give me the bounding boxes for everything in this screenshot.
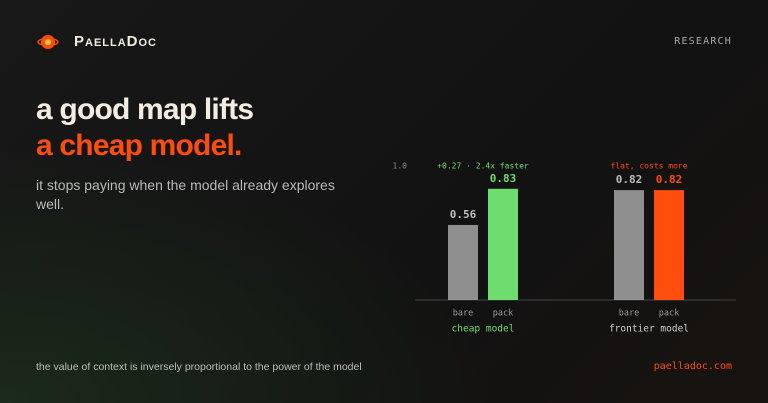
category-label: cheap model (452, 324, 515, 335)
brand-name: PaellaDoc (74, 33, 158, 50)
value-label: 0.56 (450, 208, 477, 221)
headline: a good map lifts (36, 93, 254, 126)
y-tick-label: 1.0 (393, 162, 408, 171)
category-label: frontier model (609, 324, 689, 335)
nav-section[interactable]: RESEARCH (674, 36, 732, 47)
series-label: pack (659, 309, 679, 319)
series-label: pack (493, 309, 513, 319)
series-label: bare (453, 309, 473, 319)
bar (488, 188, 518, 300)
subtitle: it stops paying when the model already e… (36, 177, 335, 212)
headline-accent: a cheap model. (36, 129, 242, 162)
value-label: 0.82 (616, 173, 643, 186)
logo-core (45, 39, 51, 45)
series-label: bare (619, 309, 639, 319)
footer-tagline: the value of context is inversely propor… (36, 361, 362, 373)
annotation: flat, costs more (610, 162, 687, 171)
bar (614, 190, 644, 300)
bar (448, 224, 478, 300)
value-label: 0.83 (490, 172, 517, 185)
footer-url[interactable]: paelladoc.com (653, 361, 732, 372)
bar (654, 190, 684, 300)
annotation: +0.27 · 2.4x faster (437, 162, 529, 171)
logo (37, 35, 59, 49)
logo-ring (37, 37, 59, 47)
value-label: 0.82 (656, 173, 683, 186)
